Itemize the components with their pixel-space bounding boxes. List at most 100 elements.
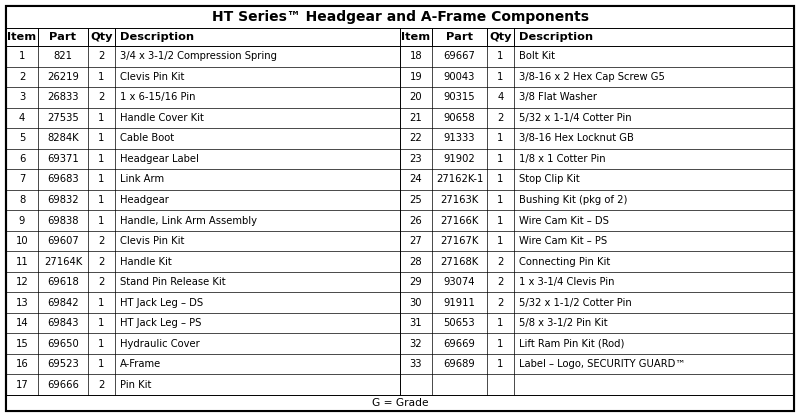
Text: 69838: 69838	[47, 216, 78, 226]
Text: 25: 25	[410, 195, 422, 205]
Text: 11: 11	[16, 256, 28, 266]
Text: 26833: 26833	[47, 92, 78, 102]
Text: Description: Description	[120, 32, 194, 42]
Text: 29: 29	[410, 277, 422, 287]
Bar	[6, 395, 794, 411]
Text: HT Series™ Headgear and A-Frame Components: HT Series™ Headgear and A-Frame Componen…	[211, 10, 589, 24]
Text: 2: 2	[98, 256, 105, 266]
Text: Stop Clip Kit: Stop Clip Kit	[519, 174, 580, 184]
Text: 33: 33	[410, 359, 422, 369]
Text: 1: 1	[98, 318, 105, 328]
Text: 2: 2	[98, 380, 105, 390]
Text: 27164K: 27164K	[44, 256, 82, 266]
Text: 16: 16	[16, 359, 28, 369]
Text: 20: 20	[410, 92, 422, 102]
Text: 1: 1	[498, 195, 504, 205]
Text: 5: 5	[19, 133, 25, 143]
Text: 1: 1	[98, 339, 105, 349]
Text: 5/8 x 3-1/2 Pin Kit: 5/8 x 3-1/2 Pin Kit	[519, 318, 608, 328]
Text: 18: 18	[410, 51, 422, 61]
Text: 1: 1	[19, 51, 25, 61]
Text: 50653: 50653	[444, 318, 475, 328]
Text: 6: 6	[19, 154, 25, 164]
Text: G = Grade: G = Grade	[372, 398, 428, 408]
Text: 1/8 x 1 Cotter Pin: 1/8 x 1 Cotter Pin	[519, 154, 606, 164]
Text: 26: 26	[410, 216, 422, 226]
Text: 1: 1	[98, 174, 105, 184]
Text: 3/8-16 x 2 Hex Cap Screw G5: 3/8-16 x 2 Hex Cap Screw G5	[519, 72, 665, 82]
Text: 90043: 90043	[444, 72, 475, 82]
Text: Handle Cover Kit: Handle Cover Kit	[120, 113, 204, 123]
Text: 3/8 Flat Washer: 3/8 Flat Washer	[519, 92, 597, 102]
Text: 15: 15	[16, 339, 28, 349]
Text: 91911: 91911	[443, 298, 475, 308]
Text: 1: 1	[98, 154, 105, 164]
Text: 22: 22	[410, 133, 422, 143]
Text: 27168K: 27168K	[440, 256, 478, 266]
Bar	[6, 6, 794, 28]
Text: 2: 2	[498, 298, 504, 308]
Text: Headgear Label: Headgear Label	[120, 154, 199, 164]
Text: 23: 23	[410, 154, 422, 164]
Text: 27167K: 27167K	[440, 236, 478, 246]
Text: Qty: Qty	[90, 32, 113, 42]
Text: 90658: 90658	[444, 113, 475, 123]
Text: Connecting Pin Kit: Connecting Pin Kit	[519, 256, 610, 266]
Text: 26219: 26219	[47, 72, 79, 82]
Text: 28: 28	[410, 256, 422, 266]
Text: 69842: 69842	[47, 298, 79, 308]
Text: 1: 1	[498, 174, 504, 184]
Text: 1: 1	[498, 318, 504, 328]
Text: 1: 1	[98, 133, 105, 143]
Text: 27162K-1: 27162K-1	[436, 174, 483, 184]
Text: 821: 821	[54, 51, 73, 61]
Text: 1: 1	[98, 216, 105, 226]
Text: 4: 4	[19, 113, 25, 123]
Text: 2: 2	[19, 72, 25, 82]
Text: 3: 3	[19, 92, 25, 102]
Text: 3/4 x 3-1/2 Compression Spring: 3/4 x 3-1/2 Compression Spring	[120, 51, 277, 61]
Text: 7: 7	[19, 174, 25, 184]
Text: Item: Item	[402, 32, 430, 42]
Text: 1: 1	[498, 339, 504, 349]
Text: 21: 21	[410, 113, 422, 123]
Text: 27163K: 27163K	[440, 195, 478, 205]
Text: 69683: 69683	[47, 174, 79, 184]
Text: 13: 13	[16, 298, 28, 308]
Text: 1: 1	[498, 133, 504, 143]
Text: HT Jack Leg – PS: HT Jack Leg – PS	[120, 318, 202, 328]
Text: 1: 1	[98, 195, 105, 205]
Text: Clevis Pin Kit: Clevis Pin Kit	[120, 72, 184, 82]
Text: Label – Logo, SECURITY GUARD™: Label – Logo, SECURITY GUARD™	[519, 359, 686, 369]
Text: Part: Part	[50, 32, 77, 42]
Text: Description: Description	[519, 32, 593, 42]
Text: 1: 1	[98, 359, 105, 369]
Text: Cable Boot: Cable Boot	[120, 133, 174, 143]
Text: 93074: 93074	[444, 277, 475, 287]
Text: 27535: 27535	[47, 113, 79, 123]
Text: 2: 2	[498, 113, 504, 123]
Text: 1: 1	[98, 72, 105, 82]
Text: Link Arm: Link Arm	[120, 174, 164, 184]
Text: Stand Pin Release Kit: Stand Pin Release Kit	[120, 277, 226, 287]
Text: Headgear: Headgear	[120, 195, 169, 205]
Text: Bolt Kit: Bolt Kit	[519, 51, 555, 61]
Text: 1: 1	[498, 359, 504, 369]
Text: 69843: 69843	[47, 318, 78, 328]
Text: 4: 4	[498, 92, 504, 102]
Text: 12: 12	[16, 277, 28, 287]
Text: A-Frame: A-Frame	[120, 359, 162, 369]
Text: 69371: 69371	[47, 154, 79, 164]
Text: 1: 1	[498, 72, 504, 82]
Text: 69689: 69689	[444, 359, 475, 369]
Text: Handle, Link Arm Assembly: Handle, Link Arm Assembly	[120, 216, 257, 226]
Text: 24: 24	[410, 174, 422, 184]
Text: Handle Kit: Handle Kit	[120, 256, 172, 266]
Text: 1: 1	[498, 236, 504, 246]
Text: 9: 9	[19, 216, 25, 226]
Text: Pin Kit: Pin Kit	[120, 380, 151, 390]
Text: 91333: 91333	[444, 133, 475, 143]
Text: 2: 2	[98, 277, 105, 287]
Text: 1: 1	[498, 154, 504, 164]
Text: Hydraulic Cover: Hydraulic Cover	[120, 339, 200, 349]
